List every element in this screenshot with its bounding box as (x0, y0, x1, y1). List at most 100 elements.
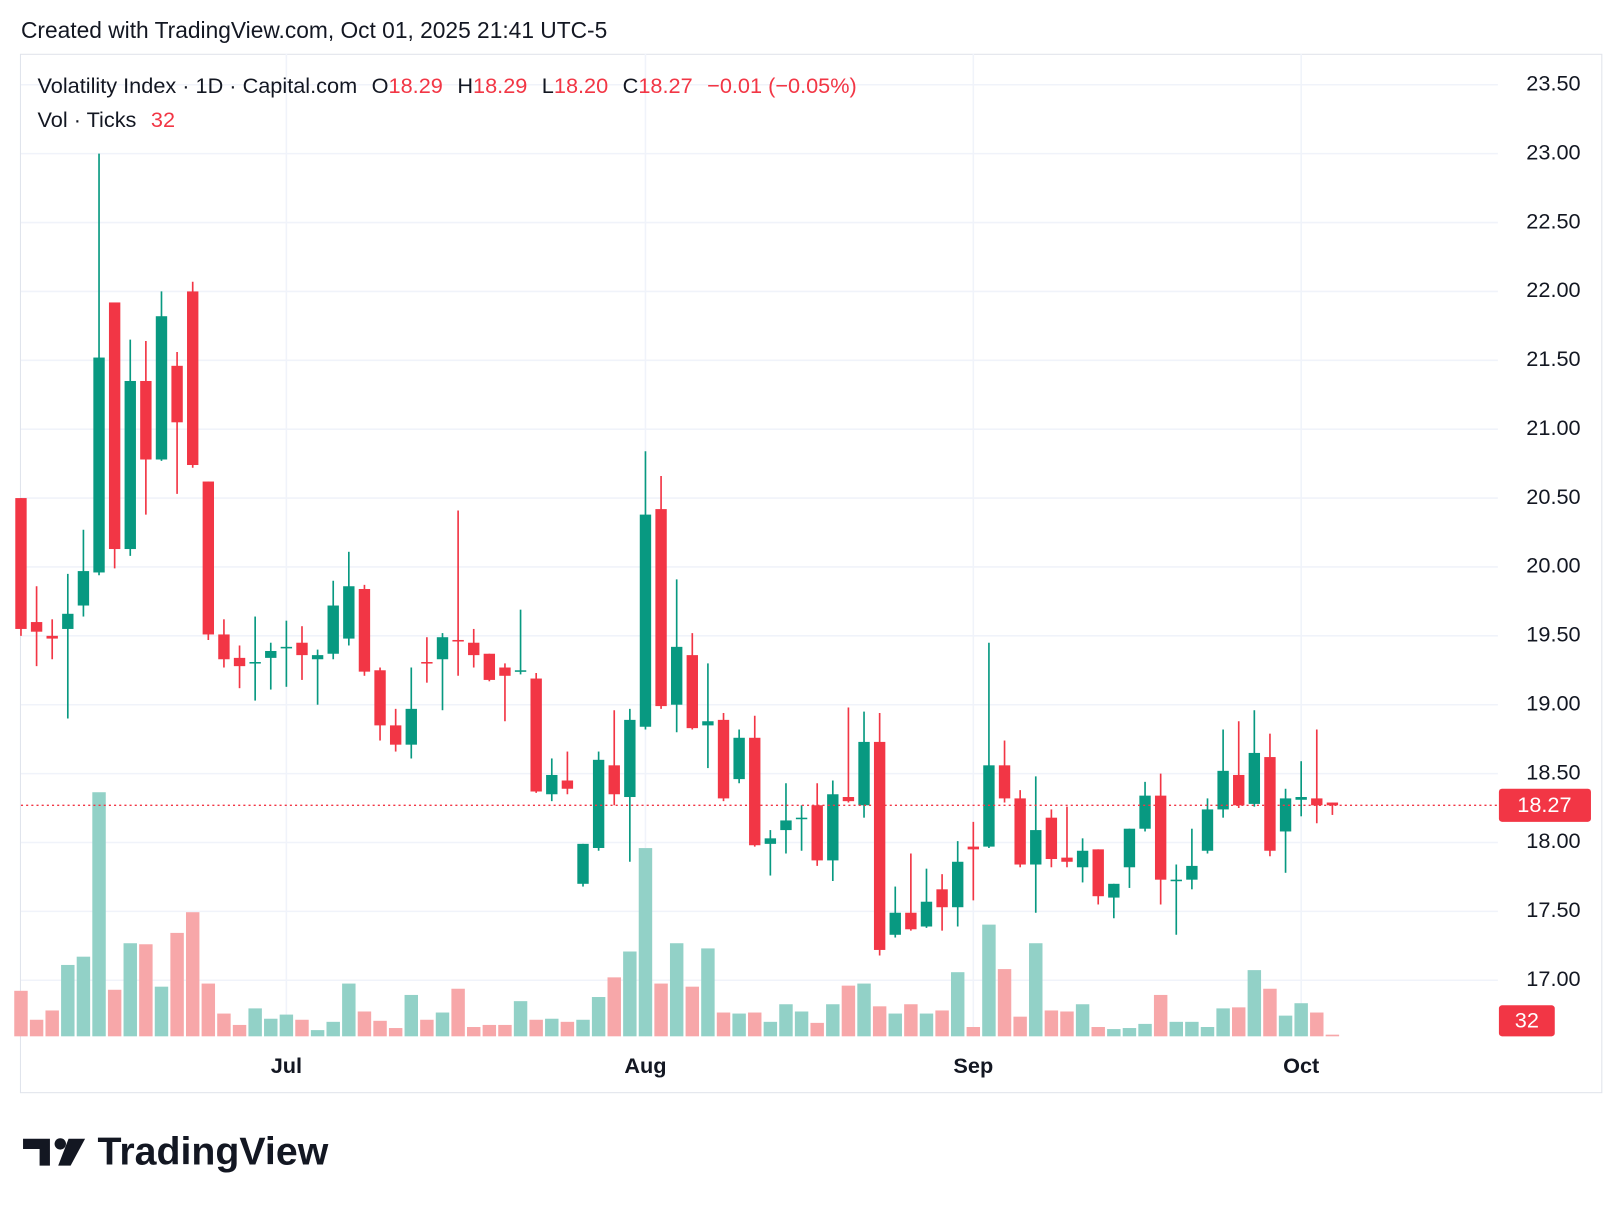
volume-bar (232, 1024, 247, 1037)
candle-body (842, 797, 855, 802)
candle-body (389, 725, 402, 745)
price-tag (1498, 788, 1591, 822)
volume-bar (139, 944, 153, 1037)
candle-body (967, 846, 980, 850)
candle-body (639, 514, 652, 727)
candle-body (1045, 817, 1058, 860)
logo (23, 1138, 86, 1166)
candle-body (749, 737, 761, 846)
candle-body (15, 498, 27, 629)
legend-field-label: O (372, 73, 389, 98)
volume-bar (357, 1011, 372, 1037)
volume-bar (576, 1019, 590, 1037)
candle-body (249, 662, 261, 664)
volume-bar (1075, 1004, 1090, 1037)
volume-bar (92, 792, 106, 1037)
plot (14, 53, 1498, 1037)
legend-symbol: Volatility Index · 1D · Capital.com (38, 73, 358, 98)
volume-legend-value: 32 (151, 107, 175, 132)
logo-mark (23, 1138, 50, 1166)
candle-body (311, 655, 324, 660)
candle-body (1233, 774, 1245, 806)
candle-body (702, 721, 714, 726)
volume-bar (716, 1012, 731, 1037)
candle-body (873, 741, 886, 950)
candle-body (1030, 830, 1042, 865)
legend: Volatility Index · 1D · Capital.com O18.2… (38, 73, 857, 98)
volume-bar (1138, 1023, 1152, 1037)
volume-bar (1310, 1012, 1324, 1037)
volume-bar (1200, 1027, 1215, 1037)
x-tick-label: Aug (624, 1053, 666, 1078)
candle-body (124, 380, 136, 550)
candle-body (686, 655, 698, 729)
legend-field-label: C (623, 73, 639, 98)
candle-body (1201, 809, 1214, 851)
volume-bar (107, 989, 122, 1037)
candle-body (358, 588, 371, 672)
y-tick-label: 17.00 (1526, 966, 1580, 991)
y-tick-label: 23.00 (1526, 139, 1580, 164)
candle-body (1264, 757, 1276, 851)
candle-body (108, 302, 121, 550)
candle-body (265, 650, 277, 658)
volume-bar (545, 1018, 559, 1037)
brand: TradingView (98, 1130, 329, 1174)
volume-bar (326, 1021, 340, 1037)
volume-bar (420, 1019, 434, 1037)
y-tick-label: 22.50 (1526, 208, 1580, 233)
candle-body (858, 741, 870, 806)
volume-bar (248, 1008, 262, 1037)
candle-body (733, 737, 745, 780)
candle-body (233, 657, 246, 667)
price-tag-label: 18.27 (1517, 792, 1571, 817)
volume-bar (435, 1012, 450, 1037)
candle-body (1170, 879, 1182, 882)
volume-bar (76, 956, 91, 1037)
volume-bar (919, 1013, 934, 1037)
volume-bar (1232, 1007, 1246, 1037)
candle-body (1248, 752, 1261, 804)
candle-body (1092, 849, 1104, 897)
volume-bar (373, 1020, 387, 1037)
volume-bar (1247, 970, 1262, 1037)
candle-body (30, 622, 43, 632)
volume-bar (404, 994, 419, 1037)
volume-bar (1263, 988, 1277, 1037)
volume-bar (498, 1024, 512, 1037)
volume-bar (841, 985, 856, 1037)
candle-body (795, 817, 808, 820)
volume-bar (763, 1021, 778, 1037)
y-tick-label: 18.50 (1526, 759, 1580, 784)
candle-body (1061, 857, 1073, 862)
volume-bar (1060, 1011, 1074, 1037)
x-tick-label: Oct (1283, 1053, 1319, 1078)
volume-bar (451, 988, 465, 1037)
volume-bar (170, 932, 184, 1037)
volume-bar (779, 1004, 793, 1037)
y-tick-label: 20.00 (1526, 553, 1580, 578)
volume-bar (810, 1022, 824, 1037)
volume-tag-label: 32 (1515, 1008, 1539, 1033)
volume-bar (295, 1019, 309, 1037)
volume-bar (591, 997, 606, 1037)
volume-bar (794, 1011, 809, 1037)
candle-body (1186, 865, 1198, 880)
volume-bar (560, 1021, 575, 1037)
candle-body (811, 805, 823, 861)
candle-body (171, 365, 183, 423)
volume-bar (264, 1018, 278, 1037)
created-note: Created with TradingView.com, Oct 01, 20… (21, 17, 607, 43)
volume-bar (1091, 1027, 1105, 1037)
volume-bar (966, 1027, 981, 1037)
volume-bar (1044, 1010, 1059, 1037)
candle-body (452, 639, 464, 642)
volume-bar (185, 912, 200, 1037)
volume-bar (1122, 1028, 1137, 1037)
y-tick-label: 21.50 (1526, 346, 1580, 371)
volume-bar (388, 1028, 403, 1037)
volume-bar (669, 943, 684, 1037)
candle-body (1217, 770, 1229, 810)
candle-body (1311, 798, 1323, 806)
